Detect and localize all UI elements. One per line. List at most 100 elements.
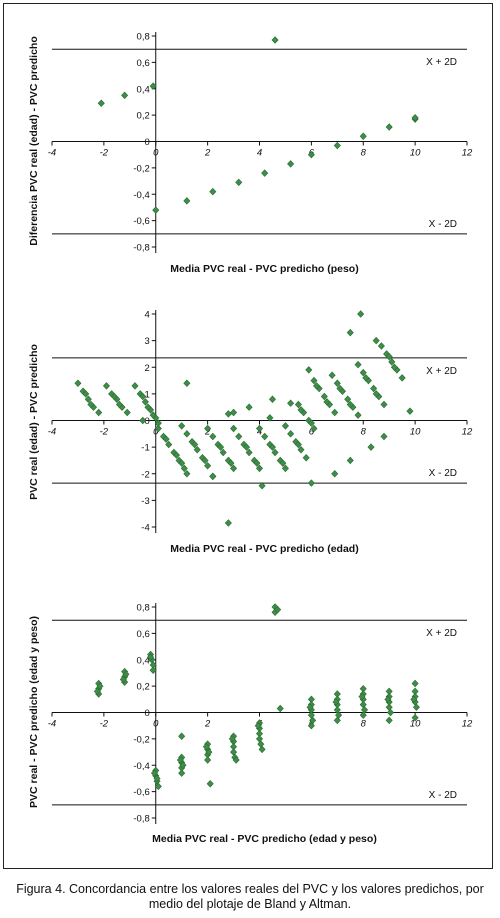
- data-point: [205, 748, 213, 756]
- data-point: [276, 704, 284, 713]
- data-point: [307, 479, 315, 487]
- data-point: [410, 695, 418, 704]
- data-point: [141, 398, 149, 406]
- data-point: [310, 424, 318, 433]
- data-point: [359, 368, 367, 377]
- data-point: [217, 443, 225, 451]
- data-point: [386, 708, 394, 717]
- data-point: [307, 721, 315, 730]
- data-point: [297, 406, 305, 414]
- data-point: [328, 371, 336, 379]
- data-point: [354, 360, 362, 369]
- data-point: [206, 779, 214, 788]
- data-point: [152, 206, 160, 214]
- data-point: [243, 443, 251, 451]
- data-point: [154, 782, 162, 791]
- x-tick-label: -2: [100, 148, 109, 159]
- data-point: [287, 160, 295, 168]
- x-axis-title: Media PVC real - PVC predicho (edad): [170, 543, 358, 555]
- data-point: [346, 400, 354, 409]
- data-point: [333, 716, 341, 725]
- data-point: [255, 464, 264, 473]
- data-point: [87, 400, 95, 409]
- data-point: [261, 169, 269, 177]
- data-point: [144, 403, 152, 411]
- data-point: [346, 328, 354, 337]
- upper-limit-label: X + 2D: [426, 366, 457, 377]
- data-point: [179, 761, 187, 769]
- data-point: [336, 384, 344, 393]
- data-point: [359, 711, 367, 719]
- figure-svg: -4-2024681012-0,8-0,6-0,4-0,200,20,40,60…: [28, 32, 473, 846]
- data-point: [178, 422, 186, 430]
- data-point: [122, 670, 130, 678]
- data-point: [372, 390, 380, 398]
- data-point: [150, 769, 158, 777]
- data-point: [274, 605, 282, 614]
- data-point: [258, 745, 266, 754]
- data-point: [162, 435, 170, 443]
- data-point: [307, 150, 315, 159]
- x-tick-label: 6: [309, 427, 315, 438]
- data-point: [411, 714, 419, 722]
- data-point: [191, 440, 199, 449]
- data-point: [178, 769, 186, 777]
- y-tick-label: 0,4: [137, 84, 150, 95]
- data-point: [354, 411, 362, 419]
- data-point: [139, 416, 147, 425]
- data-point: [147, 653, 155, 661]
- data-point: [305, 366, 313, 374]
- upper-limit-label: X + 2D: [426, 57, 457, 68]
- data-point: [385, 703, 393, 711]
- lower-limit-label: X - 2D: [429, 219, 457, 230]
- data-point: [388, 358, 396, 366]
- data-point: [385, 716, 393, 725]
- x-tick-label: 0: [153, 719, 159, 730]
- x-tick-label: 10: [410, 148, 421, 159]
- data-point: [398, 374, 406, 382]
- data-point: [255, 735, 264, 743]
- data-point: [320, 392, 328, 401]
- data-point: [224, 519, 232, 527]
- data-point: [302, 454, 310, 462]
- x-tick-label: 0: [153, 427, 159, 438]
- y-tick-label: 0: [144, 416, 149, 427]
- data-point: [261, 432, 269, 441]
- data-point: [149, 411, 157, 419]
- figure-frame: [3, 3, 493, 869]
- data-point: [406, 407, 414, 415]
- data-point: [245, 448, 253, 457]
- x-tick-label: -2: [100, 427, 109, 438]
- lower-limit-label: X - 2D: [429, 790, 457, 801]
- data-point: [385, 352, 393, 361]
- data-point: [253, 459, 261, 467]
- data-point: [268, 395, 276, 403]
- data-point: [362, 374, 370, 382]
- data-point: [172, 451, 181, 459]
- data-point: [176, 756, 184, 764]
- y-tick-label: -0,2: [133, 734, 149, 745]
- x-tick-label: 2: [204, 719, 211, 730]
- data-point: [235, 178, 243, 187]
- data-point: [268, 443, 276, 451]
- data-point: [332, 698, 340, 706]
- data-point: [139, 392, 147, 401]
- x-tick-label: 12: [462, 719, 473, 730]
- y-tick-label: 0,6: [137, 629, 150, 640]
- data-point: [115, 400, 123, 409]
- data-point: [219, 448, 227, 457]
- data-point: [333, 379, 341, 387]
- data-point: [209, 432, 217, 441]
- data-point: [255, 424, 264, 433]
- data-point: [331, 408, 339, 417]
- y-tick-label: -0,4: [133, 190, 149, 201]
- data-point: [204, 424, 212, 433]
- y-tick-label: -4: [141, 523, 149, 534]
- data-point: [131, 382, 139, 390]
- x-tick-label: 12: [462, 427, 473, 438]
- x-tick-label: 8: [361, 148, 367, 159]
- x-tick-label: 2: [204, 148, 211, 159]
- y-axis-title: Diferencia PVC real (edad) - PVC predich…: [28, 36, 40, 245]
- data-point: [306, 703, 314, 711]
- data-point: [358, 692, 366, 701]
